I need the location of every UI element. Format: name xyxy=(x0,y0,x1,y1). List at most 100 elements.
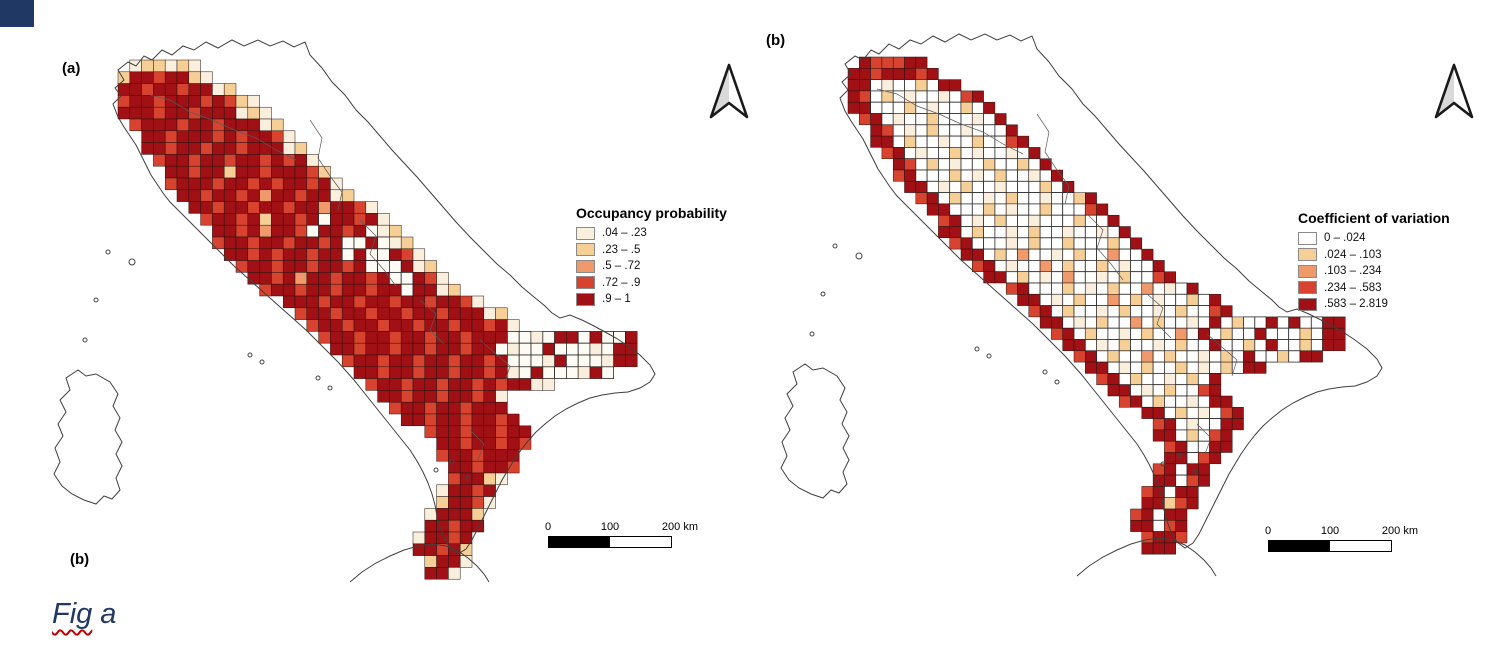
small-island xyxy=(1160,461,1166,467)
grid-cell xyxy=(330,272,343,285)
grid-cell xyxy=(389,342,402,356)
grid-cell xyxy=(892,169,905,182)
grid-cell xyxy=(1039,169,1052,182)
grid-cell xyxy=(1175,407,1188,419)
grid-cell xyxy=(926,169,939,182)
grid-cell xyxy=(459,366,473,379)
grid-cell xyxy=(388,271,402,285)
grid-cell xyxy=(1164,452,1176,465)
grid-cell xyxy=(926,124,939,137)
grid-cell xyxy=(164,106,178,120)
grid-cell xyxy=(424,378,437,391)
grid-cell xyxy=(960,169,973,182)
grid-cell xyxy=(459,484,473,497)
grid-cell xyxy=(949,192,962,205)
region-boundary xyxy=(359,219,397,287)
grid-cell xyxy=(1039,260,1052,272)
grid-cell xyxy=(483,437,496,450)
grid-cell xyxy=(200,165,213,179)
grid-cell xyxy=(1231,361,1244,374)
grid-cell xyxy=(554,354,567,368)
grid-cell xyxy=(353,213,367,226)
grid-cell xyxy=(1073,214,1086,227)
scalebar-b: 0 100 200 km xyxy=(1265,525,1418,552)
grid-cell xyxy=(495,390,508,403)
grid-cell xyxy=(377,354,390,368)
legend-label: .9 – 1 xyxy=(602,293,631,306)
grid-cell xyxy=(247,154,260,167)
legend-item: .72 – .9 xyxy=(576,275,727,292)
grid-cell xyxy=(1152,531,1165,544)
grid-cell xyxy=(235,260,249,273)
grid-cell xyxy=(471,319,485,332)
grid-cell xyxy=(341,224,355,238)
grid-cell xyxy=(972,113,984,126)
grid-cell xyxy=(1220,440,1233,453)
grid-cell xyxy=(141,130,154,143)
grid-cell xyxy=(566,331,579,344)
grid-cell xyxy=(881,68,894,80)
grid-cell xyxy=(306,165,319,179)
grid-cell xyxy=(176,130,190,143)
grid-cell xyxy=(1107,316,1120,329)
grid-cell xyxy=(448,283,461,297)
grid-cell xyxy=(141,142,154,155)
grid-cell xyxy=(365,213,378,226)
grid-cell xyxy=(223,106,237,120)
grid-cell xyxy=(1130,294,1143,306)
sicily-outline xyxy=(1076,537,1217,577)
grid-cell xyxy=(938,203,950,216)
grid-cell xyxy=(188,201,201,214)
grid-cell xyxy=(306,213,319,226)
grid-cell xyxy=(223,248,237,261)
grid-cell xyxy=(1175,293,1188,306)
grid-cell xyxy=(495,307,508,320)
grid-cell xyxy=(294,283,308,297)
grid-cell xyxy=(353,331,367,344)
grid-cell xyxy=(1243,339,1256,352)
grid-cell xyxy=(1175,350,1188,363)
grid-cell xyxy=(235,165,249,179)
grid-cell xyxy=(1152,271,1165,284)
grid-cell xyxy=(938,101,951,114)
grid-cell xyxy=(1197,429,1211,442)
grid-cell xyxy=(1209,395,1222,408)
grid-cell xyxy=(212,224,225,238)
grid-cell xyxy=(1062,226,1075,239)
grid-cell xyxy=(972,135,984,148)
grid-cell xyxy=(1073,316,1086,329)
grid-cell xyxy=(247,142,260,155)
grid-cell xyxy=(235,224,249,238)
grid-cell xyxy=(294,295,308,309)
grid-cell xyxy=(306,260,319,273)
grid-cell xyxy=(141,83,154,96)
grid-cell xyxy=(938,146,951,160)
grid-cell xyxy=(1265,327,1278,340)
grid-cell xyxy=(915,90,928,103)
grid-cell xyxy=(1141,395,1154,408)
grid-cell xyxy=(1175,440,1188,453)
grid-cell xyxy=(153,154,166,167)
grid-cell xyxy=(1107,305,1120,318)
grid-cell xyxy=(972,260,984,272)
grid-cell xyxy=(960,146,973,160)
grid-cell xyxy=(915,56,928,69)
grid-cell xyxy=(483,413,496,427)
grid-cell xyxy=(471,496,485,509)
legend-swatch xyxy=(576,259,595,273)
grid-cell xyxy=(341,283,355,297)
grid-cell xyxy=(1005,226,1018,239)
grid-cell xyxy=(235,177,249,191)
grid-cell xyxy=(412,413,426,427)
grid-cell xyxy=(870,56,883,69)
grid-cell xyxy=(983,169,996,182)
grid-cell xyxy=(271,154,284,167)
grid-cell xyxy=(1152,395,1165,408)
grid-cell xyxy=(400,331,414,344)
grid-cell xyxy=(1141,339,1154,352)
grid-cell xyxy=(365,295,378,309)
grid-cell xyxy=(1186,452,1199,465)
grid-cell xyxy=(1118,305,1131,318)
grid-cell xyxy=(1311,350,1323,363)
grid-cell xyxy=(377,260,390,273)
